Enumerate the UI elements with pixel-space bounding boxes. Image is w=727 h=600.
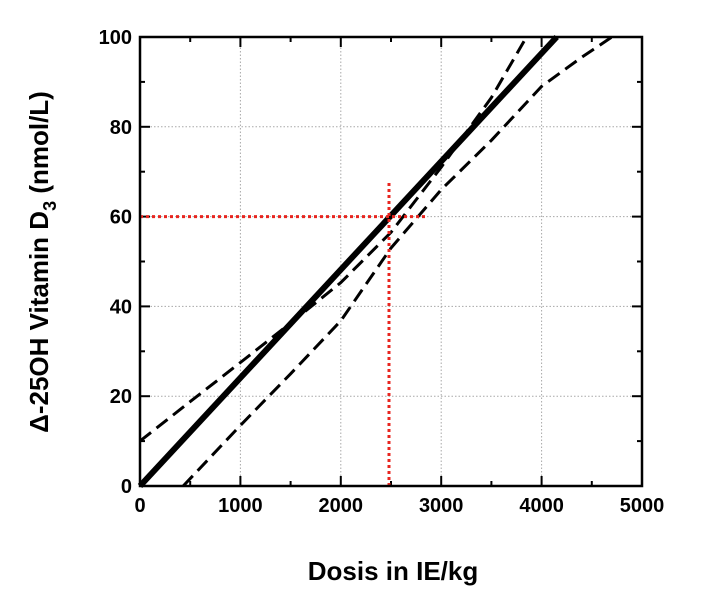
x-tick-label: 2000 — [319, 495, 364, 517]
plot-frame — [138, 35, 644, 488]
x-tick-label: 1000 — [218, 495, 263, 517]
axis-ticks — [139, 36, 643, 487]
y-axis-title-subscript: 3 — [40, 201, 60, 211]
regression-line — [137, 34, 559, 489]
y-tick-label: 80 — [110, 117, 132, 139]
confidence-band-line-2 — [182, 35, 613, 488]
x-axis-title: Dosis in IE/kg — [308, 556, 479, 586]
y-tick-label: 20 — [110, 386, 132, 408]
y-tick-label: 100 — [99, 27, 132, 49]
grid-lines — [140, 37, 642, 486]
series-lines — [137, 34, 613, 489]
x-tick-label: 0 — [134, 495, 145, 517]
reference-lines — [140, 180, 427, 486]
y-tick-label: 40 — [110, 296, 132, 318]
y-axis-title-unit: (nmol/L) — [24, 91, 54, 201]
x-tick-label: 3000 — [419, 495, 464, 517]
y-axis-title-main: Δ-25OH Vitamin D — [24, 211, 54, 433]
x-tick-labels: 0 1000 2000 3000 4000 5000 — [134, 495, 664, 517]
x-tick-label: 5000 — [620, 495, 665, 517]
y-tick-label: 60 — [110, 207, 132, 229]
x-tick-label: 4000 — [519, 495, 564, 517]
confidence-band-line-1 — [139, 36, 528, 443]
y-axis-title: Δ-25OH Vitamin D3 (nmol/L) — [24, 91, 60, 433]
y-tick-labels: 0 20 40 60 80 100 — [99, 27, 132, 498]
y-tick-label: 0 — [121, 476, 132, 498]
